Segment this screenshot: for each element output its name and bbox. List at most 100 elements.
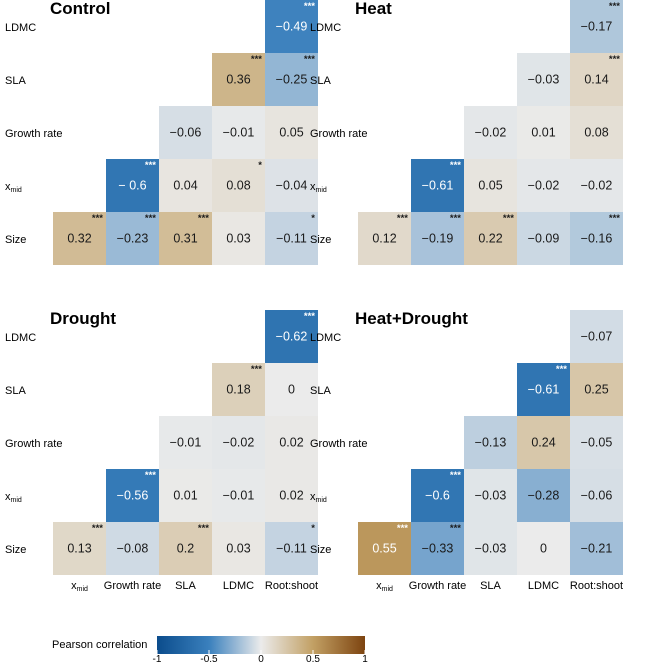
cell-fill	[53, 212, 106, 265]
legend-tick-label: 0.5	[306, 654, 320, 663]
heatmap-cell: − 0.6 ***	[106, 159, 159, 212]
cell-fill	[464, 416, 517, 469]
heatmap-cell: −0.06	[570, 469, 623, 522]
row-label: xmid	[310, 491, 327, 504]
cell-fill	[517, 363, 570, 416]
cell-value: 0.05	[478, 179, 502, 193]
cell-value: −0.56	[117, 489, 149, 503]
column-label: Root:shoot	[570, 580, 623, 592]
significance-stars: ***	[397, 213, 408, 224]
heatmap-cell: −0.08	[106, 522, 159, 575]
heatmap-cell: −0.06	[159, 106, 212, 159]
cell-value: −0.11	[276, 232, 307, 246]
heatmap-cell: −0.28	[517, 469, 570, 522]
heatmap-cell: 0.18***	[212, 363, 265, 416]
cell-value: −0.6	[425, 489, 450, 503]
cell-fill	[358, 522, 411, 575]
heatmap-cell: 0.04	[159, 159, 212, 212]
cell-value: 0	[288, 383, 295, 397]
cell-value: 0.36	[226, 73, 250, 87]
cell-value: −0.61	[528, 383, 560, 397]
heatmap-cell: 0.01	[517, 106, 570, 159]
significance-stars: ***	[450, 160, 461, 171]
cell-fill	[265, 159, 318, 212]
cell-fill	[265, 522, 318, 575]
heatmap-cell: 0.05	[265, 106, 318, 159]
cell-value: −0.08	[117, 542, 149, 556]
cell-fill	[159, 159, 212, 212]
cell-fill	[411, 159, 464, 212]
significance-stars: ***	[503, 213, 514, 224]
cell-value: 0.13	[67, 542, 91, 556]
cell-value: −0.01	[170, 436, 202, 450]
heatmap-cell: −0.07	[570, 310, 623, 363]
row-label: LDMC	[5, 332, 36, 344]
cell-fill	[265, 310, 318, 363]
cell-value: 0.14	[584, 73, 608, 87]
significance-stars: ***	[251, 364, 262, 375]
significance-stars: ***	[609, 54, 620, 65]
cell-value: −0.01	[223, 489, 255, 503]
cell-fill	[106, 212, 159, 265]
significance-stars: ***	[92, 213, 103, 224]
cell-value: −0.06	[581, 489, 613, 503]
cell-value: 0.05	[279, 126, 303, 140]
heatmap-cell: 0.02	[265, 416, 318, 469]
cell-value: 0.22	[478, 232, 502, 246]
heatmap-cell: −0.33 ***	[411, 522, 464, 575]
row-label: xmid	[5, 491, 22, 504]
cell-value: −0.05	[581, 436, 613, 450]
cell-fill	[570, 106, 623, 159]
cell-fill	[212, 53, 265, 106]
heatmap-cell: −0.11 *	[265, 212, 318, 265]
cell-fill	[212, 469, 265, 522]
row-label: xmid	[310, 181, 327, 194]
significance-stars: *	[311, 213, 315, 224]
cell-fill	[517, 159, 570, 212]
heatmap-cell: 0.22***	[464, 212, 517, 265]
cell-value: −0.28	[528, 489, 560, 503]
cell-fill	[265, 0, 318, 53]
column-label: LDMC	[528, 580, 559, 592]
row-label: Growth rate	[5, 128, 62, 140]
cell-fill	[358, 212, 411, 265]
cell-fill	[464, 159, 517, 212]
column-label: Root:shoot	[265, 580, 318, 592]
color-legend: Pearson correlation -1 -0.5 0 0.5 1	[52, 636, 368, 663]
cell-value: 0.02	[279, 436, 303, 450]
cell-value: −0.03	[475, 542, 507, 556]
cell-value: −0.03	[475, 489, 507, 503]
heatmap-cell: −0.6***	[411, 469, 464, 522]
cell-fill	[570, 310, 623, 363]
cell-value: 0.04	[173, 179, 197, 193]
cell-fill	[411, 522, 464, 575]
cell-fill	[212, 416, 265, 469]
cell-value: 0.2	[177, 542, 194, 556]
cell-value: 0.08	[226, 179, 250, 193]
cell-fill	[265, 53, 318, 106]
cell-fill	[570, 212, 623, 265]
column-label: Growth rate	[409, 580, 466, 592]
significance-stars: ***	[450, 523, 461, 534]
heatmap-cell: −0.03	[517, 53, 570, 106]
heatmap-cell: −0.17 ***	[570, 0, 623, 53]
heatmap-cell: −0.01	[212, 106, 265, 159]
column-label: xmid	[71, 580, 88, 593]
cell-value: −0.62	[276, 330, 308, 344]
heatmap-cell: 0.2 ***	[159, 522, 212, 575]
significance-stars: ***	[556, 364, 567, 375]
cell-value: −0.01	[223, 126, 255, 140]
cell-fill	[106, 159, 159, 212]
heatmap-cell: −0.03	[464, 522, 517, 575]
legend-ticks: -1 -0.5 0 0.5 1	[153, 650, 368, 663]
heatmap-cell: 0.31***	[159, 212, 212, 265]
cell-fill	[570, 159, 623, 212]
cell-value: 0.32	[67, 232, 91, 246]
panel-heat-drought: Heat+Drought LDMC SLA Growth rate xmid Size −0…	[310, 309, 623, 593]
cell-fill	[517, 469, 570, 522]
cell-fill	[212, 159, 265, 212]
heatmap-cell: 0.01	[159, 469, 212, 522]
cell-fill	[159, 106, 212, 159]
cell-value: −0.21	[581, 542, 613, 556]
